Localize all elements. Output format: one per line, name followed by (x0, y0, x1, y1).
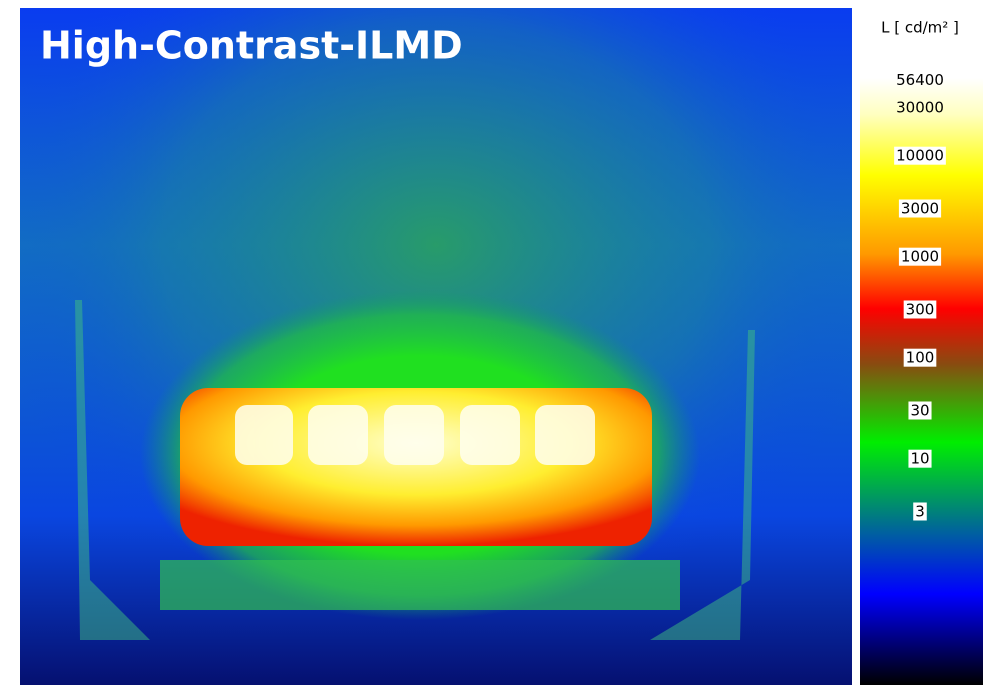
tick-label-background (903, 300, 937, 319)
tick-label-background (908, 449, 932, 468)
tick-label-background (898, 247, 942, 266)
colorbar-tick-label: 300 (906, 301, 935, 319)
luminance-image: High-Contrast-ILMD (20, 8, 852, 685)
tick-label-background (908, 401, 932, 420)
colorbar-unit: L [ cd/m² ] (881, 19, 959, 37)
colorbar-tick-label: 3 (915, 503, 925, 521)
image-title: High-Contrast-ILMD (40, 24, 463, 68)
colorbar-tick-label: 3000 (901, 200, 939, 218)
colorbar-tick-label: 30 (910, 402, 929, 420)
colorbar-tick-label: 1000 (901, 248, 939, 266)
colorbar-tick-label: 100 (906, 349, 935, 367)
colorbar: L [ cd/m² ] 56400 30000 10000 3000 1000 300 10… (855, 8, 983, 685)
colorbar-tick-label: 56400 (896, 71, 944, 89)
tick-label-background (903, 348, 937, 367)
colorbar-gradient (860, 78, 983, 685)
tick-label-background (913, 502, 927, 521)
tick-label-background (898, 199, 942, 218)
colorbar-tick-label: 10000 (896, 147, 944, 165)
tick-label-background (894, 146, 946, 165)
colorbar-tick-label: 10 (910, 450, 929, 468)
colorbar-tick-label: 30000 (896, 99, 944, 117)
